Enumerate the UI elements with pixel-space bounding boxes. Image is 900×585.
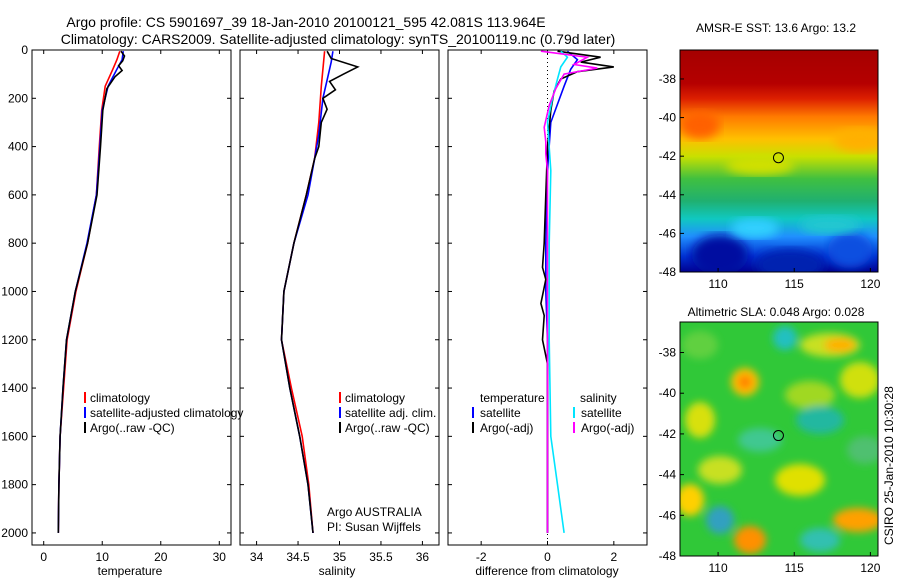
sst-map-xtick-label: 110 — [709, 277, 728, 291]
sst-map-xtick-label: 115 — [785, 277, 804, 291]
temperature-xtick-label: 10 — [96, 550, 110, 564]
side-timestamp-label: CSIRO 25-Jan-2010 10:30:28 — [882, 386, 896, 545]
sla-map-xtick-label: 115 — [785, 561, 804, 575]
legend-label-argo: Argo(..raw -QC) — [90, 421, 175, 435]
legend-header-temperature: temperature — [480, 391, 545, 405]
temperature-axes: 0 10 20 30 0 200 400 600 800 1000 1200 1400 1600 1800… — [1, 43, 243, 578]
sla-map-ytick-label: -46 — [659, 508, 677, 522]
sst-map-ytick-label: -40 — [659, 111, 677, 125]
temperature-ytick-label: 800 — [8, 236, 28, 250]
salinity-series-satellite-adj-clim — [280, 51, 334, 533]
temperature-ytick-label: 400 — [8, 140, 28, 154]
header-title-line1: Argo profile: CS 5901697_39 18-Jan-2010 … — [66, 14, 545, 30]
sst-map-ytick-label: -38 — [659, 72, 677, 86]
annotation-program: Argo AUSTRALIA — [327, 505, 422, 519]
temperature-ytick-label: 1600 — [1, 429, 28, 443]
temperature-ytick-label: 600 — [8, 188, 28, 202]
salinity-xtick-label: 34 — [250, 550, 264, 564]
sst-map-frame — [679, 49, 879, 273]
salinity-series-argo-raw-qc — [280, 50, 360, 533]
sst-map-argo-location-marker — [772, 152, 784, 164]
sst-map-xtick-label: 120 — [860, 277, 880, 291]
header-title-line2: Climatology: CARS2009. Satellite-adjuste… — [61, 31, 616, 47]
salinity-axes: 34 34.5 35 35.5 36 salinity climatology sate… — [239, 49, 440, 578]
sst-map-image — [680, 50, 878, 272]
salinity-xtick-label: 36 — [416, 550, 430, 564]
temperature-series-argo-raw-qc — [57, 50, 126, 533]
sla-map-ytick-label: -44 — [659, 468, 677, 482]
sla-map-image — [680, 322, 878, 556]
salinity-xtick-label: 34.5 — [286, 550, 310, 564]
legend-label-climatology: climatology — [90, 391, 150, 405]
temperature-plot-frame — [31, 49, 232, 546]
sst-map-ytick-label: -46 — [659, 226, 677, 240]
sla-map-xtick-label: 120 — [860, 561, 880, 575]
sla-map-frame — [679, 321, 879, 557]
legend-label-satellite: satellite-adjusted climatology — [90, 406, 243, 420]
legend-label-temp-satellite: satellite — [480, 406, 521, 420]
temperature-ytick-label: 2000 — [1, 526, 28, 540]
sla-map-ytick-label: -40 — [659, 386, 677, 400]
sla-map: Altimetric SLA: 0.048 Argo: 0.028 — [659, 305, 881, 575]
temperature-xtick-label: 20 — [154, 550, 168, 564]
sst-map-ytick-label: -44 — [659, 188, 677, 202]
difference-series-salinity-satellite — [546, 50, 569, 534]
difference-xtick-label: -2 — [476, 550, 487, 564]
sla-map-ytick-label: -38 — [659, 346, 677, 360]
temperature-ytick-label: 1400 — [1, 381, 28, 395]
sst-map-ytick-label: -48 — [659, 265, 677, 279]
temperature-xtick-label: 30 — [213, 550, 227, 564]
temperature-xtick-label: 0 — [40, 550, 47, 564]
temperature-ytick-label: 1000 — [1, 284, 28, 298]
legend-label-climatology: climatology — [345, 391, 405, 405]
difference-series-temperature-argo-adj — [540, 50, 614, 533]
temperature-series-satellite-adjusted-climatology — [57, 51, 125, 533]
salinity-xtick-label: 35 — [333, 550, 347, 564]
difference-xlabel: difference from climatology — [475, 564, 618, 578]
temperature-ytick-label: 0 — [21, 43, 28, 57]
sla-map-ytick-label: -42 — [659, 427, 677, 441]
difference-series-salinity-argo-adj — [540, 50, 598, 533]
difference-series-temperature-satellite — [544, 50, 579, 533]
legend-label-sal-satellite: satellite — [581, 406, 622, 420]
salinity-series-climatology — [280, 51, 326, 533]
temperature-ytick-label: 1800 — [1, 478, 28, 492]
difference-legend: temperature salinity satellite Argo(-adj… — [472, 391, 634, 435]
temperature-xlabel: temperature — [98, 564, 163, 578]
temperature-ytick-label: 200 — [8, 91, 28, 105]
sst-map: AMSR-E SST: 13.6 Argo: 13.2 110 115 120 -38… — [659, 21, 881, 291]
annotation-pi: PI: Susan Wijffels — [327, 520, 421, 534]
legend-label-satellite: satellite adj. clim. — [345, 406, 436, 420]
sla-map-xtick-label: 110 — [709, 561, 728, 575]
salinity-xlabel: salinity — [319, 564, 356, 578]
sla-map-ytick-label: -48 — [659, 549, 677, 563]
difference-xtick-label: 2 — [610, 550, 617, 564]
sla-map-argo-location-marker — [772, 430, 784, 442]
temperature-ytick-label: 1200 — [1, 333, 28, 347]
salinity-plot-frame — [239, 49, 440, 546]
sla-map-title: Altimetric SLA: 0.048 Argo: 0.028 — [688, 305, 865, 319]
salinity-xtick-label: 35.5 — [369, 550, 393, 564]
temperature-series-climatology — [57, 50, 121, 533]
temperature-legend: climatology satellite-adjusted climatolo… — [84, 391, 243, 435]
legend-label-argo: Argo(..raw -QC) — [345, 421, 430, 435]
legend-header-salinity: salinity — [580, 391, 617, 405]
sst-map-title: AMSR-E SST: 13.6 Argo: 13.2 — [696, 21, 856, 35]
sst-map-ytick-label: -42 — [659, 149, 677, 163]
legend-label-sal-argo: Argo(-adj) — [581, 421, 634, 435]
difference-axes: -2 0 2 difference from climatology tempera… — [447, 49, 648, 578]
legend-label-temp-argo: Argo(-adj) — [480, 421, 533, 435]
salinity-legend: climatology satellite adj. clim. Argo(..… — [339, 391, 436, 435]
difference-xtick-label: 0 — [544, 550, 551, 564]
